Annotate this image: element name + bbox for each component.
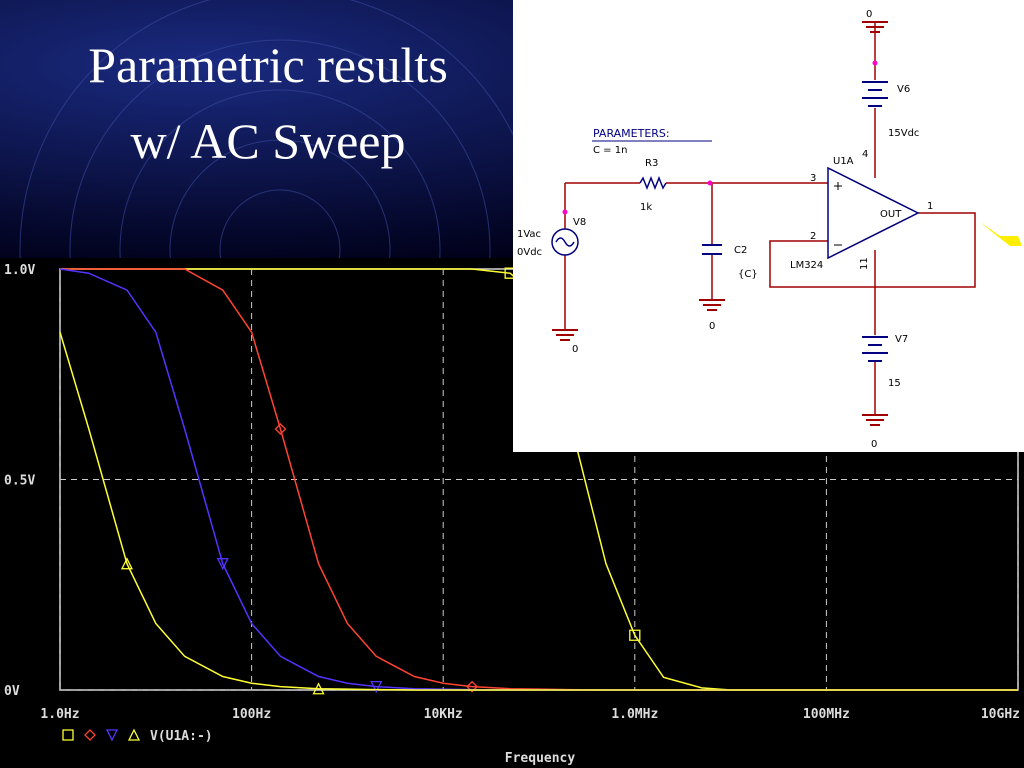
y-tick-label: 0V xyxy=(4,684,20,699)
x-tick-label: 100Hz xyxy=(232,707,271,722)
params-value: C = 1n xyxy=(593,145,627,156)
component-value: {C} xyxy=(738,269,758,280)
pin-label: 3 xyxy=(810,173,816,184)
schematic: 0 V6 15Vdc PARAMETERS: C = 1n R3 1k U1A … xyxy=(513,0,1024,452)
component-value: 0Vdc xyxy=(517,247,542,258)
ground-label: 0 xyxy=(871,439,877,450)
opamp xyxy=(827,166,920,260)
ac-symbol xyxy=(555,237,575,247)
point-marker xyxy=(120,557,134,570)
legend-marker xyxy=(127,728,141,741)
x-tick-label: 1.0MHz xyxy=(611,707,658,722)
point-marker xyxy=(629,629,641,641)
opamp-polarity xyxy=(834,182,842,246)
ground-label: 0 xyxy=(866,9,872,20)
series-line xyxy=(59,331,1018,691)
component-name: R3 xyxy=(645,158,658,169)
point-marker xyxy=(466,680,478,693)
legend-label: V(U1A:-) xyxy=(150,729,213,744)
ground-label: 0 xyxy=(709,321,715,332)
point-marker xyxy=(370,680,383,694)
wires xyxy=(564,22,976,415)
component-value: LM324 xyxy=(790,260,823,271)
component-name: V6 xyxy=(897,84,910,95)
ac-source xyxy=(551,228,579,256)
x-tick-label: 10KHz xyxy=(424,707,463,722)
resistor xyxy=(639,175,667,191)
pin-label: 1 xyxy=(927,201,933,212)
component-value: 1k xyxy=(640,202,652,213)
capacitor xyxy=(702,244,722,255)
slide-title-line: Parametric results xyxy=(88,37,448,93)
ground-symbols xyxy=(552,21,888,426)
legend-marker xyxy=(62,729,74,741)
y-tick-label: 1.0V xyxy=(4,263,35,278)
component-value: 15 xyxy=(888,378,901,389)
x-tick-label: 100MHz xyxy=(803,707,850,722)
schematic-background xyxy=(513,0,1024,452)
x-tick-label: 10GHz xyxy=(981,707,1020,722)
component-name: V8 xyxy=(573,217,586,228)
plot: 0V 0.5V 1.0V 1.0Hz 100Hz 10KHz 1.0MHz 100MHz 10G… xyxy=(4,263,1020,766)
pin-label: OUT xyxy=(880,209,902,220)
x-axis-label: Frequency xyxy=(505,751,576,766)
point-marker xyxy=(274,423,287,435)
x-tick-label: 1.0Hz xyxy=(40,707,79,722)
component-value: 15Vdc xyxy=(888,128,919,139)
batteries xyxy=(862,81,888,362)
component-name: C2 xyxy=(734,245,747,256)
legend-marker xyxy=(105,729,119,742)
component-name: U1A xyxy=(833,156,854,167)
params-header: PARAMETERS: xyxy=(593,127,670,140)
slide-title-line: w/ AC Sweep xyxy=(131,113,406,169)
pin-label: 4 xyxy=(862,149,868,160)
component-name: V7 xyxy=(895,334,908,345)
legend-marker xyxy=(84,729,96,741)
point-marker xyxy=(216,558,229,571)
probe xyxy=(980,222,1022,246)
net-dots xyxy=(562,60,878,215)
ground-label: 0 xyxy=(572,344,578,355)
pin-label: 11 xyxy=(859,257,870,270)
point-marker xyxy=(312,682,325,695)
component-value: 1Vac xyxy=(517,229,541,240)
y-tick-label: 0.5V xyxy=(4,474,35,489)
pin-label: 2 xyxy=(810,231,816,242)
